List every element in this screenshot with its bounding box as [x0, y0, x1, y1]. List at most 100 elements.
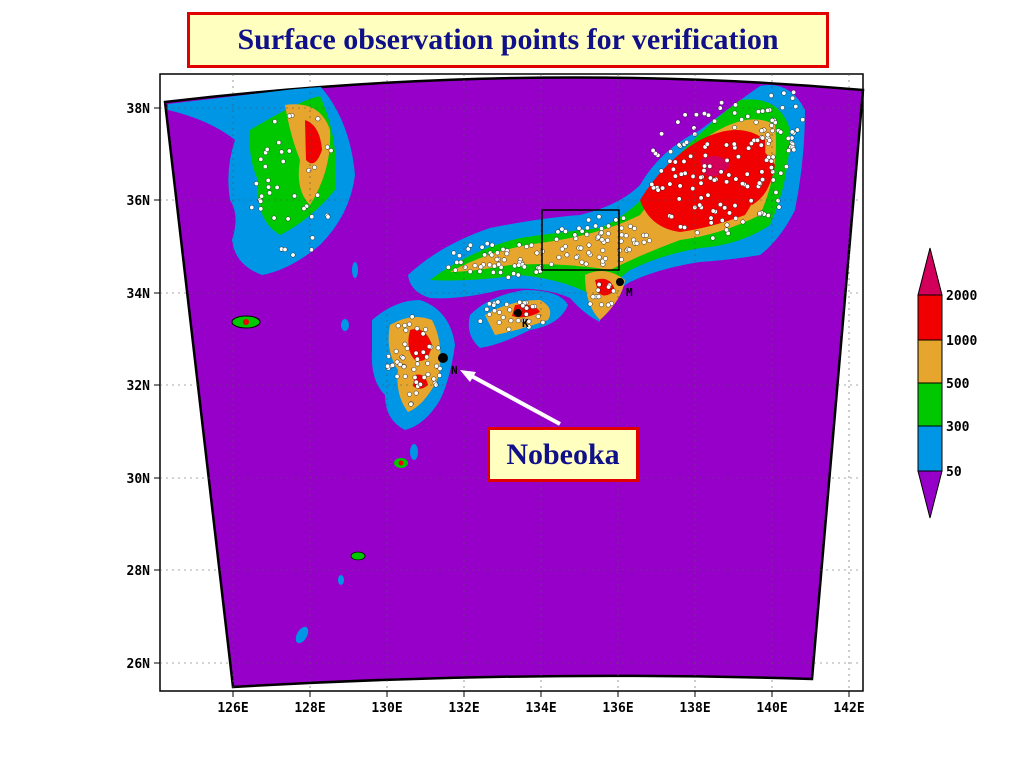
observation-point: [479, 244, 485, 250]
legend-label-2000: 2000: [946, 289, 977, 304]
observation-point: [494, 250, 500, 256]
observation-point: [258, 198, 264, 204]
observation-point: [458, 259, 464, 265]
legend-label-1000: 1000: [946, 334, 977, 349]
observation-point: [507, 307, 513, 313]
observation-point: [595, 287, 601, 293]
observation-point: [312, 164, 317, 170]
observation-point: [315, 192, 320, 198]
observation-point: [564, 252, 570, 258]
observation-point: [258, 156, 264, 162]
observation-point: [548, 261, 554, 267]
observation-point: [400, 355, 406, 361]
observation-point: [286, 148, 292, 154]
observation-point: [749, 141, 754, 146]
observation-point: [789, 129, 795, 135]
okinawa-island: [295, 626, 309, 644]
observation-point: [759, 128, 765, 134]
observation-point: [606, 284, 611, 290]
observation-point: [526, 318, 532, 324]
observation-point: [516, 242, 522, 248]
observation-point: [492, 308, 497, 314]
observation-point: [718, 169, 724, 175]
x-tick-label: 136E: [602, 701, 633, 716]
observation-point: [765, 132, 771, 138]
observation-point: [669, 214, 674, 220]
observation-point: [606, 223, 611, 229]
observation-point: [593, 223, 598, 229]
observation-point: [710, 235, 716, 241]
observation-point: [500, 246, 506, 252]
observation-point: [285, 216, 291, 222]
observation-point: [726, 172, 732, 178]
legend-cap-top: [917, 247, 943, 296]
observation-point: [671, 166, 676, 172]
observation-point: [632, 225, 637, 231]
observation-point: [533, 269, 539, 275]
observation-point: [744, 171, 750, 177]
observation-point: [675, 119, 681, 125]
observation-point: [496, 309, 502, 315]
observation-point: [467, 269, 473, 274]
k-station-marker: [514, 309, 522, 317]
observation-point: [586, 242, 592, 248]
observation-point: [758, 142, 764, 148]
observation-point: [732, 125, 737, 130]
observation-point: [414, 356, 420, 362]
observation-point: [770, 154, 776, 160]
observation-point: [511, 271, 516, 276]
observation-point: [290, 252, 296, 258]
observation-point: [708, 175, 713, 181]
observation-point: [521, 318, 526, 323]
observation-point: [530, 304, 535, 309]
observation-point: [451, 250, 457, 256]
observation-point: [724, 157, 730, 163]
observation-point: [265, 177, 271, 183]
observation-point: [745, 184, 750, 189]
y-tick-label: 34N: [127, 287, 151, 302]
observation-point: [769, 123, 774, 128]
observation-point: [760, 108, 765, 114]
observation-point: [435, 345, 441, 351]
observation-point: [760, 177, 765, 183]
observation-point: [467, 242, 473, 248]
observation-point: [676, 142, 682, 148]
observation-point: [586, 217, 591, 223]
observation-point: [534, 250, 540, 256]
observation-point: [790, 95, 795, 101]
observation-point: [760, 135, 765, 141]
observation-point: [650, 148, 656, 153]
observation-point: [719, 100, 724, 106]
observation-point: [784, 164, 789, 170]
observation-point: [775, 198, 781, 204]
observation-point: [498, 270, 503, 275]
observation-point: [690, 186, 696, 192]
observation-point: [490, 269, 496, 275]
legend-band-300-500: [917, 382, 943, 427]
observation-point: [280, 159, 286, 164]
observation-point: [426, 344, 432, 349]
observation-point: [736, 154, 741, 160]
observation-point: [445, 264, 451, 270]
observation-point: [733, 215, 739, 221]
observation-point: [596, 294, 602, 300]
observation-point: [496, 320, 502, 325]
observation-point: [733, 176, 739, 182]
observation-point: [584, 232, 590, 237]
observation-point: [517, 299, 523, 305]
nobeoka-arrow-head: [460, 370, 476, 382]
observation-point: [682, 112, 688, 118]
observation-point: [276, 140, 282, 146]
observation-point: [292, 193, 297, 199]
x-tick-label: 128E: [294, 701, 325, 716]
observation-point: [740, 181, 745, 187]
observation-point: [655, 187, 661, 193]
observation-point: [595, 234, 601, 240]
observation-point: [386, 353, 391, 359]
observation-point: [676, 196, 682, 202]
y-tick-label: 38N: [127, 102, 151, 117]
jeju-peak: [243, 319, 249, 325]
observation-point: [496, 261, 502, 267]
observation-point: [658, 168, 664, 174]
observation-point: [407, 391, 412, 397]
